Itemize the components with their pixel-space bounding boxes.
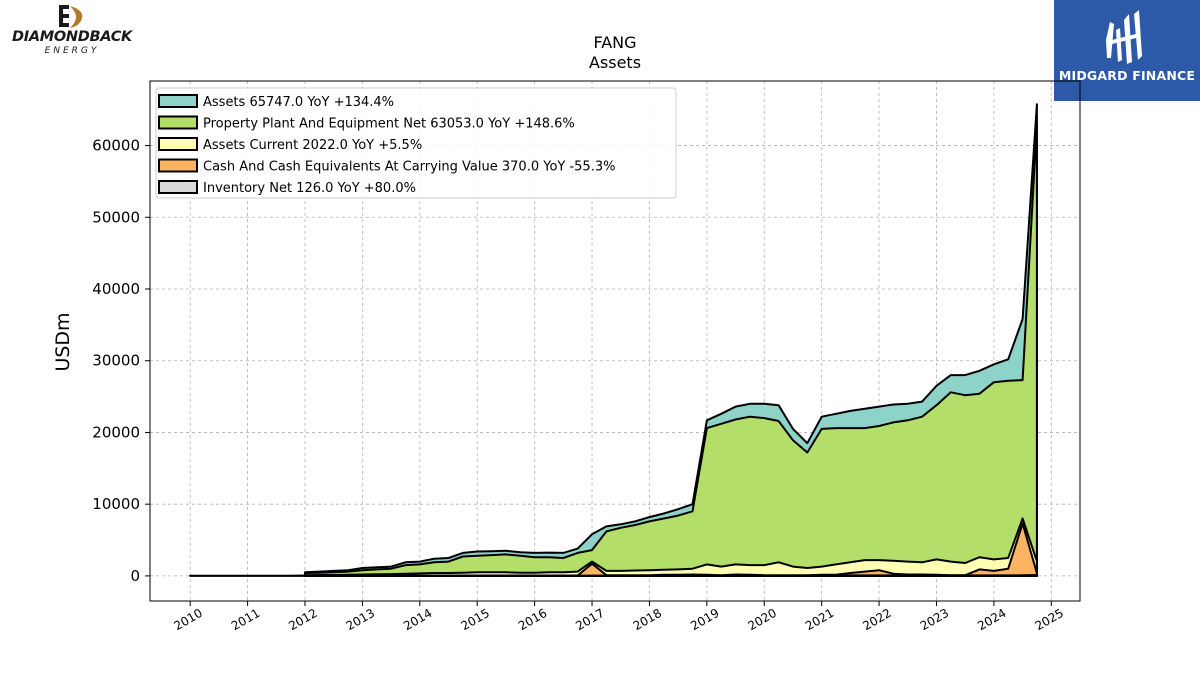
- y-tick-label: 50000: [92, 208, 140, 226]
- legend-swatch: [158, 180, 198, 194]
- y-axis-label: USDm: [52, 312, 74, 371]
- y-tick-label: 10000: [92, 495, 140, 513]
- legend-box: [155, 87, 677, 199]
- x-tick-label: 2023: [918, 606, 951, 633]
- x-tick-label: 2012: [286, 606, 319, 633]
- midgard-logo-name: MIDGARD FINANCE: [1058, 68, 1196, 83]
- y-tick-label: 40000: [92, 280, 140, 298]
- chart-title: FANG: [593, 33, 636, 52]
- x-tick-label: 2020: [746, 606, 779, 633]
- y-tick-label: 30000: [92, 352, 140, 370]
- legend-swatch: [158, 94, 198, 108]
- legend-swatch: [158, 115, 198, 130]
- x-tick-label: 2024: [975, 606, 1008, 633]
- series-area-3: [304, 517, 1038, 577]
- x-tick-label: 2014: [401, 606, 434, 633]
- legend-label: Assets 65747.0 YoY +134.4%: [203, 95, 394, 110]
- series-area-5: [304, 574, 1038, 577]
- x-tick-label: 2022: [860, 606, 893, 633]
- y-tick-label: 0: [130, 567, 140, 585]
- x-tick-label: 2013: [344, 606, 377, 633]
- legend-swatch: [158, 137, 198, 151]
- legend-swatch: [158, 158, 198, 173]
- plot-frame: [149, 80, 1081, 602]
- x-tick-label: 2017: [573, 606, 606, 633]
- legend-label: Inventory Net 126.0 YoY +80.0%: [203, 181, 416, 196]
- x-tick-label: 2016: [516, 606, 549, 633]
- midgard-emblem-icon: [1106, 10, 1142, 64]
- x-tick-label: 2011: [229, 606, 262, 633]
- x-tick-label: 2025: [1033, 606, 1066, 633]
- diamondback-emblem-icon: [59, 5, 83, 28]
- series-area-2: [304, 122, 1038, 577]
- x-tick-label: 2019: [688, 606, 721, 633]
- legend-label: Property Plant And Equipment Net 63053.0…: [203, 117, 575, 132]
- diamondback-energy-logo: DIAMONDBACK ENERGY: [4, 4, 140, 56]
- x-tick-label: 2010: [171, 606, 204, 633]
- x-tick-label: 2021: [803, 606, 836, 633]
- chart-subtitle: Assets: [589, 53, 641, 72]
- y-tick-label: 20000: [92, 423, 140, 441]
- midgard-finance-logo: MIDGARD FINANCE: [1054, 0, 1200, 101]
- diamondback-logo-sub: ENERGY: [44, 46, 100, 56]
- y-tick-label: 60000: [92, 137, 140, 155]
- x-tick-label: 2018: [631, 606, 664, 633]
- x-tick-label: 2015: [458, 606, 491, 633]
- legend-label: Assets Current 2022.0 YoY +5.5%: [203, 138, 422, 153]
- diamondback-logo-name: DIAMONDBACK: [12, 29, 132, 45]
- legend-label: Cash And Cash Equivalents At Carrying Va…: [203, 160, 615, 175]
